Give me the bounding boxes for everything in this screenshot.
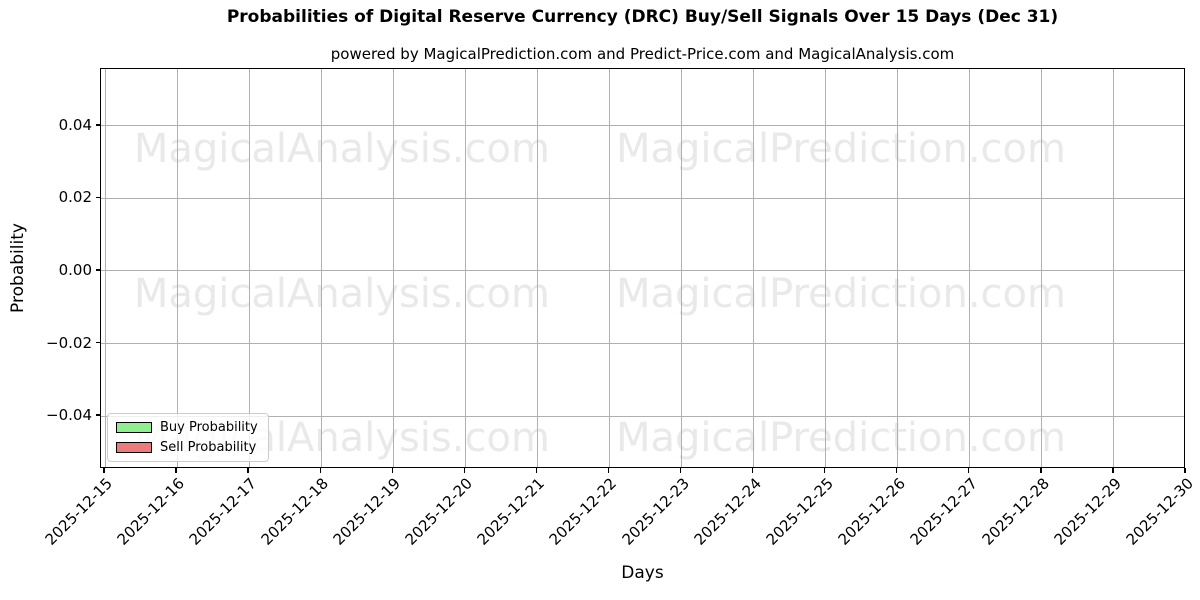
y-gridline [101, 270, 1184, 272]
x-tick-mark [247, 468, 249, 473]
x-gridline [464, 69, 466, 467]
x-tick-mark [1112, 468, 1114, 473]
y-gridline [101, 125, 1184, 127]
watermark-magicalprediction: MagicalPrediction.com [615, 126, 1066, 172]
x-gridline [753, 69, 755, 467]
x-tick-mark [823, 468, 826, 473]
y-tick-label: 0.00 [58, 260, 92, 279]
y-tick-mark [95, 124, 100, 126]
y-gridline [101, 343, 1184, 345]
x-gridline [248, 69, 250, 467]
y-tick-mark [95, 341, 100, 344]
x-gridline [176, 69, 178, 467]
x-gridline [897, 69, 899, 467]
y-axis-title: Probability [8, 223, 28, 313]
x-gridline [608, 69, 610, 467]
chart-title: Probabilities of Digital Reserve Currenc… [226, 7, 1059, 27]
x-tick-mark [175, 468, 177, 473]
x-gridline [1113, 69, 1115, 467]
y-gridline [101, 197, 1184, 199]
x-tick-mark [463, 468, 466, 473]
y-tick-label: 0.02 [58, 188, 92, 207]
x-tick-mark [751, 468, 754, 473]
legend-label-sell: Sell Probability [160, 440, 257, 455]
watermark-magicalanalysis: MagicalAnalysis.com [133, 271, 550, 317]
y-tick-label: −0.02 [46, 333, 92, 352]
x-tick-mark [319, 468, 321, 473]
x-gridline [825, 69, 827, 467]
y-tick-mark [95, 269, 100, 271]
y-tick-label: −0.04 [46, 406, 92, 425]
x-tick-mark [968, 468, 970, 473]
sell-probability-swatch [116, 442, 152, 453]
y-tick-mark [95, 196, 100, 199]
legend-item-sell: Sell Probability [116, 440, 258, 455]
x-tick-mark [896, 468, 898, 473]
x-gridline [969, 69, 971, 467]
plot-area: MagicalAnalysis.com MagicalPrediction.com… [100, 68, 1185, 468]
x-tick-mark [607, 468, 610, 473]
legend-label-buy: Buy Probability [160, 420, 258, 435]
x-tick-mark [391, 468, 393, 473]
watermark-magicalprediction: MagicalPrediction.com [615, 415, 1066, 462]
x-axis-title: Days [621, 563, 664, 583]
x-tick-mark [1184, 468, 1186, 473]
chart-subtitle: powered by MagicalPrediction.com and Pre… [330, 45, 955, 63]
watermark-magicalprediction: MagicalPrediction.com [615, 271, 1066, 317]
x-tick-mark [1040, 468, 1042, 473]
watermark-magicalanalysis: MagicalAnalysis.com [133, 126, 550, 172]
x-tick-mark [679, 468, 682, 473]
buy-probability-swatch [116, 422, 152, 433]
legend-item-buy: Buy Probability [116, 420, 258, 435]
y-tick-label: 0.04 [58, 115, 92, 134]
x-gridline [1041, 69, 1043, 467]
x-gridline [320, 69, 322, 467]
y-tick-mark [95, 414, 100, 416]
x-gridline [392, 69, 394, 467]
y-gridline [101, 415, 1184, 417]
x-tick-mark [535, 468, 538, 473]
x-tick-label: 2025-12-15 [41, 474, 117, 549]
legend: Buy Probability Sell Probability [107, 413, 269, 462]
x-gridline [104, 69, 106, 467]
x-tick-mark [103, 468, 105, 473]
x-gridline [681, 69, 683, 467]
x-gridline [536, 69, 538, 467]
